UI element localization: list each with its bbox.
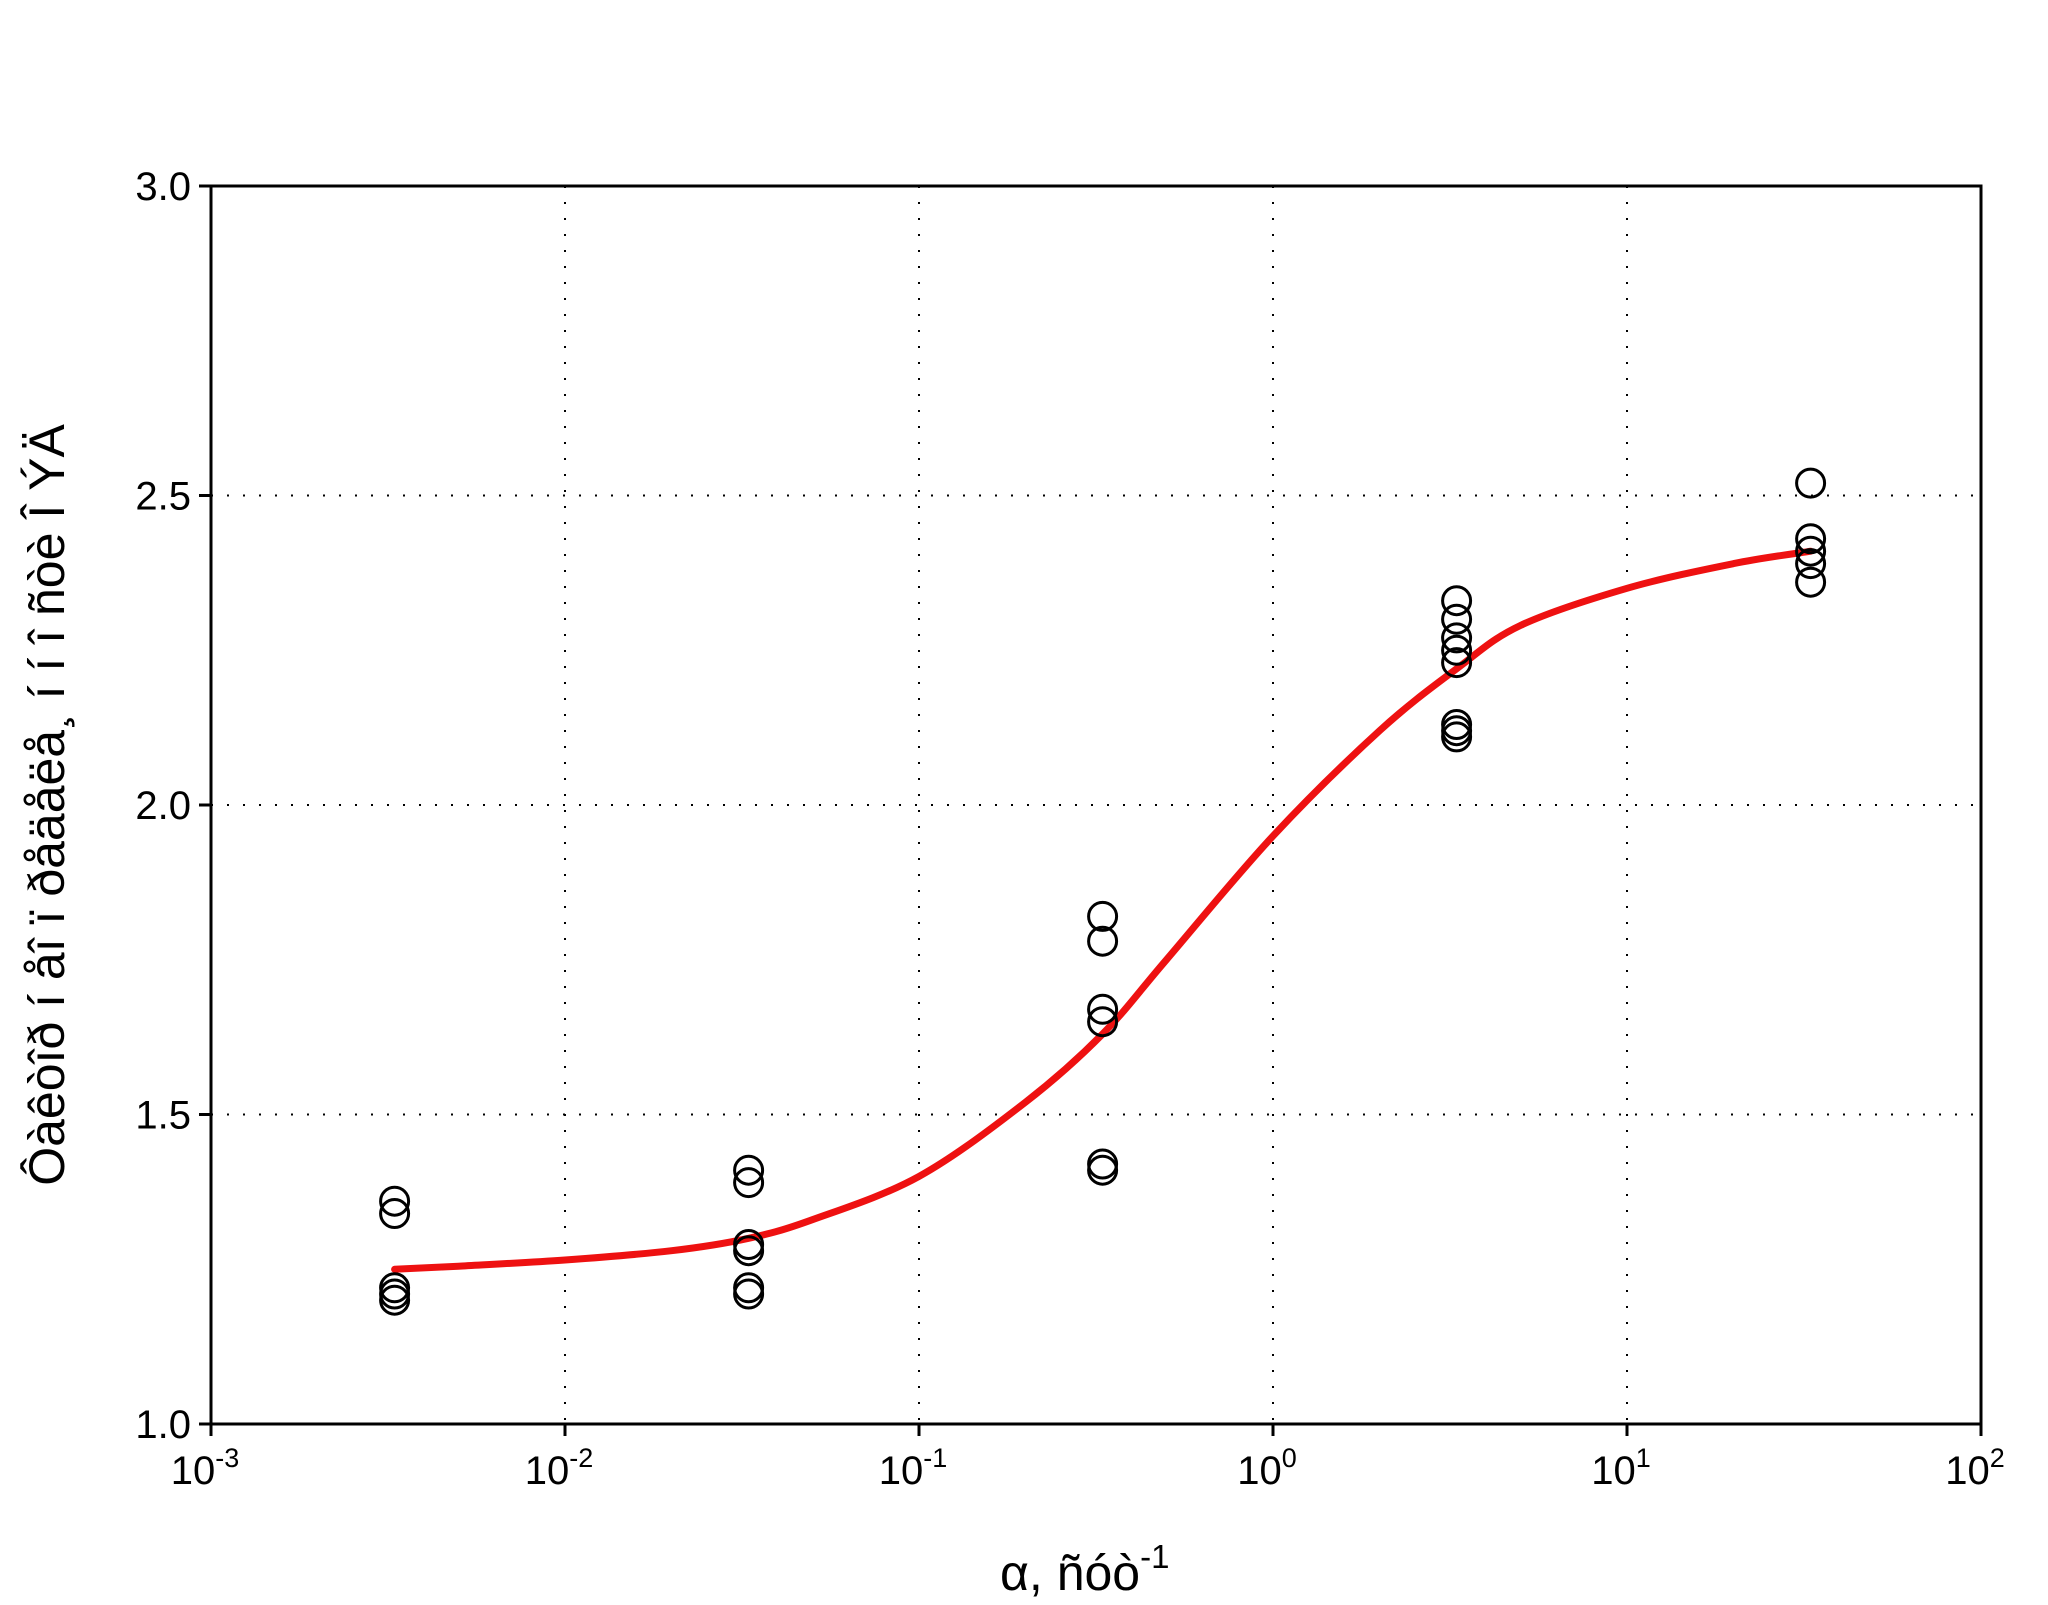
data-point: [733, 1167, 765, 1199]
y-tick-label: 2.0: [135, 784, 191, 828]
data-point: [1795, 467, 1827, 499]
data-point: [1087, 993, 1119, 1025]
data-point: [1795, 548, 1827, 580]
x-tick-label: 10-1: [879, 1443, 948, 1493]
x-tick-label: 10-3: [171, 1443, 240, 1493]
y-tick-label: 1.5: [135, 1094, 191, 1138]
data-point: [733, 1278, 765, 1310]
data-point: [1795, 566, 1827, 598]
data-point: [1441, 721, 1473, 753]
data-point: [1795, 523, 1827, 555]
data-point: [1087, 900, 1119, 932]
x-tick-label: 10-2: [525, 1443, 594, 1493]
data-point: [1795, 535, 1827, 567]
data-point: [1087, 1154, 1119, 1186]
x-tick-label: 102: [1945, 1443, 2005, 1493]
data-point: [1441, 647, 1473, 679]
data-point: [1441, 634, 1473, 666]
grid-lines: [211, 186, 1981, 1424]
data-point: [1441, 622, 1473, 654]
data-point: [379, 1272, 411, 1304]
data-point: [379, 1185, 411, 1217]
data-point: [733, 1229, 765, 1260]
x-tick-labels: 10-3 10-2 10-1 100 101 102: [171, 1443, 2005, 1493]
y-tick-label: 2.5: [135, 475, 191, 519]
y-tick-labels: 1.0 1.5 2.0 2.5 3.0: [135, 165, 191, 1447]
x-tick-label: 101: [1591, 1443, 1651, 1493]
data-point: [1087, 925, 1119, 957]
data-point: [1087, 1006, 1119, 1038]
y-tick-label: 1.0: [135, 1403, 191, 1447]
data-point: [1087, 1148, 1119, 1180]
x-axis-title: α, ñóò-1: [1000, 1538, 1169, 1601]
data-point: [1441, 603, 1473, 635]
y-axis-title: Ôàêòîð í åî ï ðåäåëå¸ í í î ñòè Î ÝÄ: [19, 424, 75, 1186]
data-point: [733, 1272, 765, 1304]
x-tick-label: 100: [1237, 1443, 1297, 1493]
data-points: [379, 467, 1827, 1316]
y-tick-label: 3.0: [135, 165, 191, 209]
data-point: [379, 1278, 411, 1310]
data-point: [1441, 709, 1473, 740]
data-point: [733, 1154, 765, 1186]
data-point: [1441, 715, 1473, 747]
axis-ticks: [199, 184, 1983, 1436]
data-point: [379, 1284, 411, 1316]
data-point: [379, 1198, 411, 1229]
data-point: [1441, 585, 1473, 617]
fit-curve: [391, 547, 1815, 1273]
data-point: [733, 1235, 765, 1267]
